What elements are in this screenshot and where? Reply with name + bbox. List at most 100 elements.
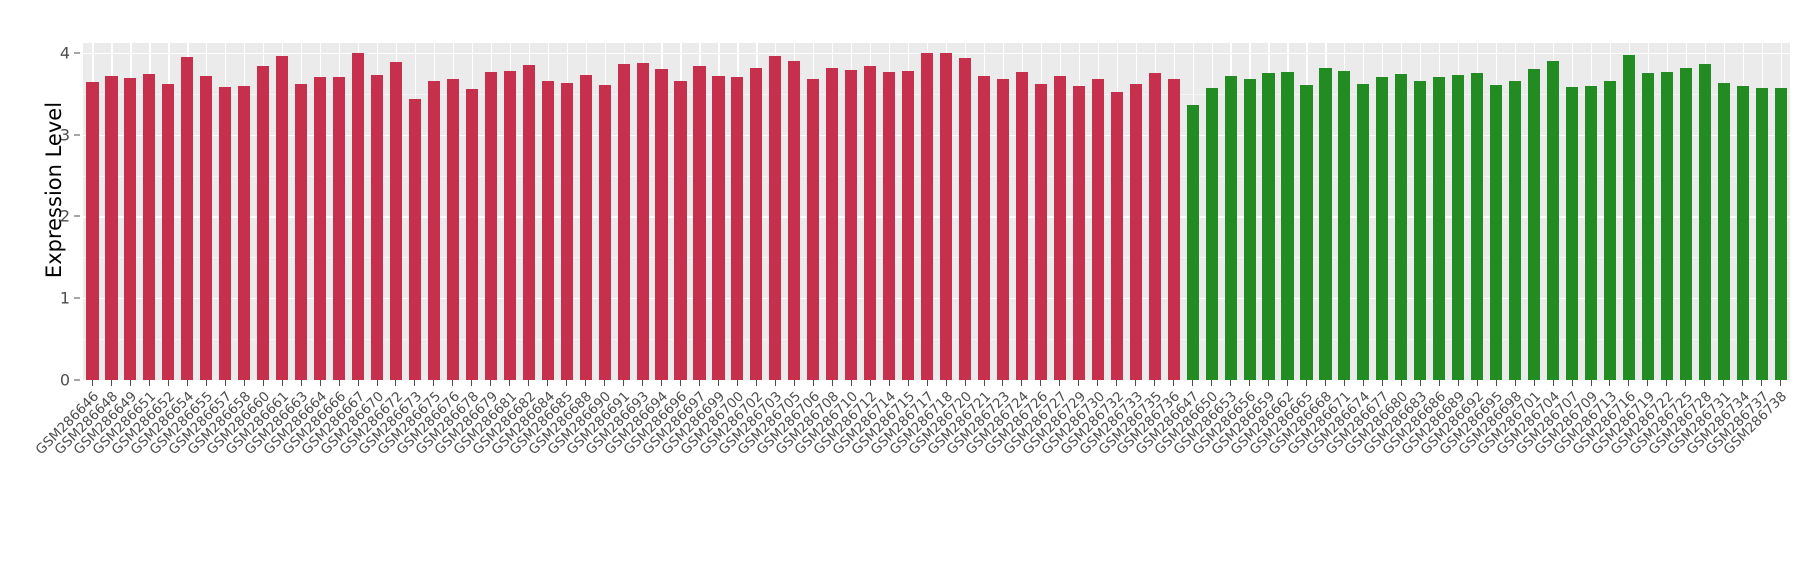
bar[interactable]: [86, 82, 99, 380]
bar[interactable]: [1281, 71, 1294, 380]
bar[interactable]: [219, 87, 232, 380]
bar[interactable]: [1015, 72, 1029, 380]
bar[interactable]: [1660, 71, 1673, 380]
bar[interactable]: [1528, 69, 1541, 380]
bar[interactable]: [921, 52, 934, 380]
bar[interactable]: [1774, 88, 1787, 380]
bar[interactable]: [1547, 61, 1560, 380]
bar[interactable]: [712, 75, 725, 380]
bar[interactable]: [503, 70, 516, 380]
bar[interactable]: [541, 80, 554, 380]
bar[interactable]: [693, 65, 706, 380]
bar[interactable]: [1148, 73, 1161, 380]
bar[interactable]: [826, 68, 839, 380]
bar[interactable]: [1376, 76, 1389, 380]
bar[interactable]: [1357, 83, 1370, 380]
bar[interactable]: [1509, 80, 1522, 380]
bar[interactable]: [200, 75, 213, 380]
bar[interactable]: [617, 64, 630, 380]
bar[interactable]: [257, 65, 270, 380]
bar[interactable]: [788, 61, 801, 380]
bar[interactable]: [1034, 83, 1047, 380]
bar[interactable]: [1490, 84, 1503, 380]
bar[interactable]: [351, 52, 365, 380]
bar[interactable]: [295, 83, 308, 380]
bar[interactable]: [1262, 73, 1275, 380]
bar[interactable]: [1205, 88, 1218, 380]
bar[interactable]: [750, 67, 763, 380]
bar[interactable]: [1091, 79, 1104, 380]
bar[interactable]: [162, 83, 175, 380]
bar[interactable]: [333, 76, 346, 380]
bar[interactable]: [655, 69, 668, 380]
x-tick-slot: [1449, 380, 1468, 387]
bar[interactable]: [427, 80, 440, 380]
bar[interactable]: [1433, 77, 1446, 380]
bar[interactable]: [1319, 68, 1332, 380]
bar[interactable]: [1053, 75, 1066, 380]
bar[interactable]: [1224, 75, 1237, 380]
bar[interactable]: [579, 74, 592, 380]
bar[interactable]: [1603, 80, 1617, 380]
bar[interactable]: [598, 84, 611, 380]
bar[interactable]: [1129, 83, 1142, 380]
bar[interactable]: [1622, 55, 1636, 380]
bar[interactable]: [996, 79, 1010, 380]
bar[interactable]: [1471, 73, 1484, 380]
bar[interactable]: [1641, 73, 1654, 380]
bar[interactable]: [181, 56, 194, 380]
bar[interactable]: [1110, 92, 1123, 380]
bar[interactable]: [1300, 84, 1313, 380]
bar[interactable]: [1186, 105, 1199, 380]
bar-slot: [121, 43, 140, 380]
bar[interactable]: [1584, 85, 1598, 380]
x-axis-tick-mark: [1116, 380, 1118, 386]
bar[interactable]: [389, 61, 403, 380]
gridline-minor: [83, 257, 1790, 259]
x-axis-tick-mark: [1097, 380, 1099, 386]
bar[interactable]: [940, 52, 953, 380]
bar[interactable]: [769, 56, 782, 380]
bar[interactable]: [370, 74, 384, 380]
bar[interactable]: [674, 81, 687, 380]
bar[interactable]: [883, 72, 896, 380]
bar[interactable]: [1755, 88, 1768, 380]
bar[interactable]: [845, 70, 858, 380]
bar[interactable]: [522, 65, 535, 380]
bar[interactable]: [902, 70, 915, 380]
bar[interactable]: [1452, 74, 1465, 380]
bar[interactable]: [446, 79, 459, 380]
x-axis-tick-mark: [91, 380, 93, 386]
bar[interactable]: [977, 75, 991, 380]
bar[interactable]: [636, 63, 649, 380]
bar[interactable]: [1698, 64, 1711, 380]
bar[interactable]: [408, 98, 422, 380]
x-tick-slot: [671, 380, 690, 387]
bar[interactable]: [807, 79, 820, 380]
bar[interactable]: [105, 75, 118, 380]
bar[interactable]: [1414, 81, 1427, 380]
bar[interactable]: [1395, 74, 1408, 380]
bar[interactable]: [484, 72, 497, 380]
bar-slot: [1278, 43, 1297, 380]
bar[interactable]: [143, 74, 156, 380]
bar[interactable]: [465, 88, 478, 380]
x-tick-slot: [1202, 380, 1221, 387]
x-axis-tick-mark: [319, 380, 321, 386]
bar[interactable]: [560, 83, 573, 380]
bar[interactable]: [276, 56, 289, 380]
bar[interactable]: [124, 78, 137, 380]
bar[interactable]: [1679, 68, 1692, 380]
bar[interactable]: [314, 77, 327, 380]
bar[interactable]: [238, 85, 251, 380]
bar[interactable]: [1167, 79, 1180, 380]
bar[interactable]: [1736, 85, 1749, 380]
bar[interactable]: [1565, 87, 1579, 380]
bar[interactable]: [731, 77, 744, 380]
bar[interactable]: [958, 57, 972, 380]
bar[interactable]: [864, 65, 877, 380]
bar[interactable]: [1717, 83, 1730, 380]
bar[interactable]: [1072, 85, 1085, 380]
bar[interactable]: [1243, 79, 1256, 380]
bar[interactable]: [1338, 70, 1351, 380]
